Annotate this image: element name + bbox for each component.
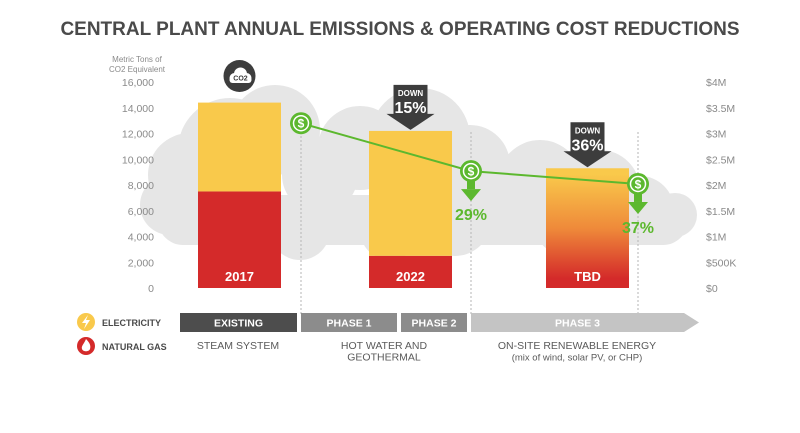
co2-cloud-icon: CO2 [223,60,256,92]
savings-arrow-head [628,201,648,214]
bar-category-label: 2017 [225,269,254,284]
y2-tick-label: $3.5M [706,103,735,115]
y2-tick-label: $2M [706,180,726,192]
phase-segment [401,313,467,332]
y-axis-left: 16,000 14,000 12,000 10,000 8,000 6,000 4,000 2… [122,77,154,295]
y2-tick-label: $0 [706,283,718,295]
y2-tick-label: $4M [706,77,726,89]
y-tick-label: 12,000 [122,129,154,141]
savings-arrow-shaft [467,181,475,190]
phase-label: PHASE 2 [412,318,457,330]
bar-category-label: 2022 [396,269,425,284]
bar-natural-gas [369,255,452,288]
down-arrow [386,84,435,130]
dollar-marker-ring [292,114,310,132]
phase-description-line: GEOTHERMAL [347,352,421,364]
dollar-icon: $ [468,165,475,179]
legend: ELECTRICITY NATURAL GAS [77,313,167,355]
down-arrow [563,122,612,168]
dollar-icon: $ [635,177,642,191]
operating-cost-series: $ $29% $37% [290,112,654,237]
y2-tick-label: $500K [706,257,736,269]
cost-reduction-label: 29% [455,207,487,224]
flame-icon [81,339,91,352]
savings-arrow-shaft [634,193,642,202]
y-axis-label-line1: Metric Tons of [112,55,162,64]
bar-natural-gas [198,191,281,288]
y-tick-label: 14,000 [122,103,154,115]
y-tick-label: 8,000 [128,180,154,192]
legend-label-natural-gas: NATURAL GAS [102,342,167,352]
bar-renewable-blend [546,168,629,288]
phase-guide-lines [300,132,639,316]
bar-electricity [198,102,281,192]
phase-timeline: EXISTING PHASE 1 PHASE 2 PHASE 3 [180,313,699,332]
phase-label: PHASE 3 [555,318,600,330]
phase-segment [471,313,699,332]
co2-label: CO2 [233,76,248,83]
phase-label: EXISTING [214,318,263,330]
cost-reduction-label: 37% [622,220,654,237]
emission-reduction-value: 36% [571,137,603,154]
dollar-marker-ring [629,175,647,193]
dollar-marker-ring [462,162,480,180]
y2-tick-label: $1.5M [706,206,735,218]
y-tick-label: 0 [148,283,154,295]
y-tick-label: 16,000 [122,77,154,89]
phase-description-line: STEAM SYSTEM [197,340,279,352]
savings-arrow-head [461,189,481,202]
bars: 2017 2022 TBD [198,102,629,288]
phase-description-line: (mix of wind, solar PV, or CHP) [512,353,643,364]
reduction-arrows: DOWN 15% DOWN 36% [386,84,612,168]
y2-tick-label: $3M [706,129,726,141]
phase-segment [180,313,297,332]
y-axis-label-line2: CO2 Equivalent [109,65,166,74]
y-tick-label: 6,000 [128,206,154,218]
y-tick-label: 4,000 [128,232,154,244]
bar-category-label: TBD [574,269,601,284]
phase-description-line: HOT WATER AND [341,340,428,352]
down-label: DOWN [398,89,424,98]
emission-reduction-value: 15% [394,100,426,117]
phase-segment [301,313,397,332]
y-tick-label: 2,000 [128,257,154,269]
y-tick-label: 10,000 [122,154,154,166]
cloud-part [229,77,252,83]
chart-title: CENTRAL PLANT ANNUAL EMISSIONS & OPERATI… [60,19,739,40]
down-label: DOWN [575,126,601,135]
bar-electricity [369,130,452,256]
dollar-icon: $ [298,117,305,131]
phase-description-line: ON-SITE RENEWABLE ENERGY [498,340,656,352]
y-axis-right: $4M $3.5M $3M $2.5M $2M $1.5M $1M $500K $0 [706,77,736,295]
legend-label-electricity: ELECTRICITY [102,318,161,328]
y2-tick-label: $1M [706,232,726,244]
phase-label: PHASE 1 [327,318,372,330]
lightning-bolt-icon [82,315,90,329]
y2-tick-label: $2.5M [706,154,735,166]
